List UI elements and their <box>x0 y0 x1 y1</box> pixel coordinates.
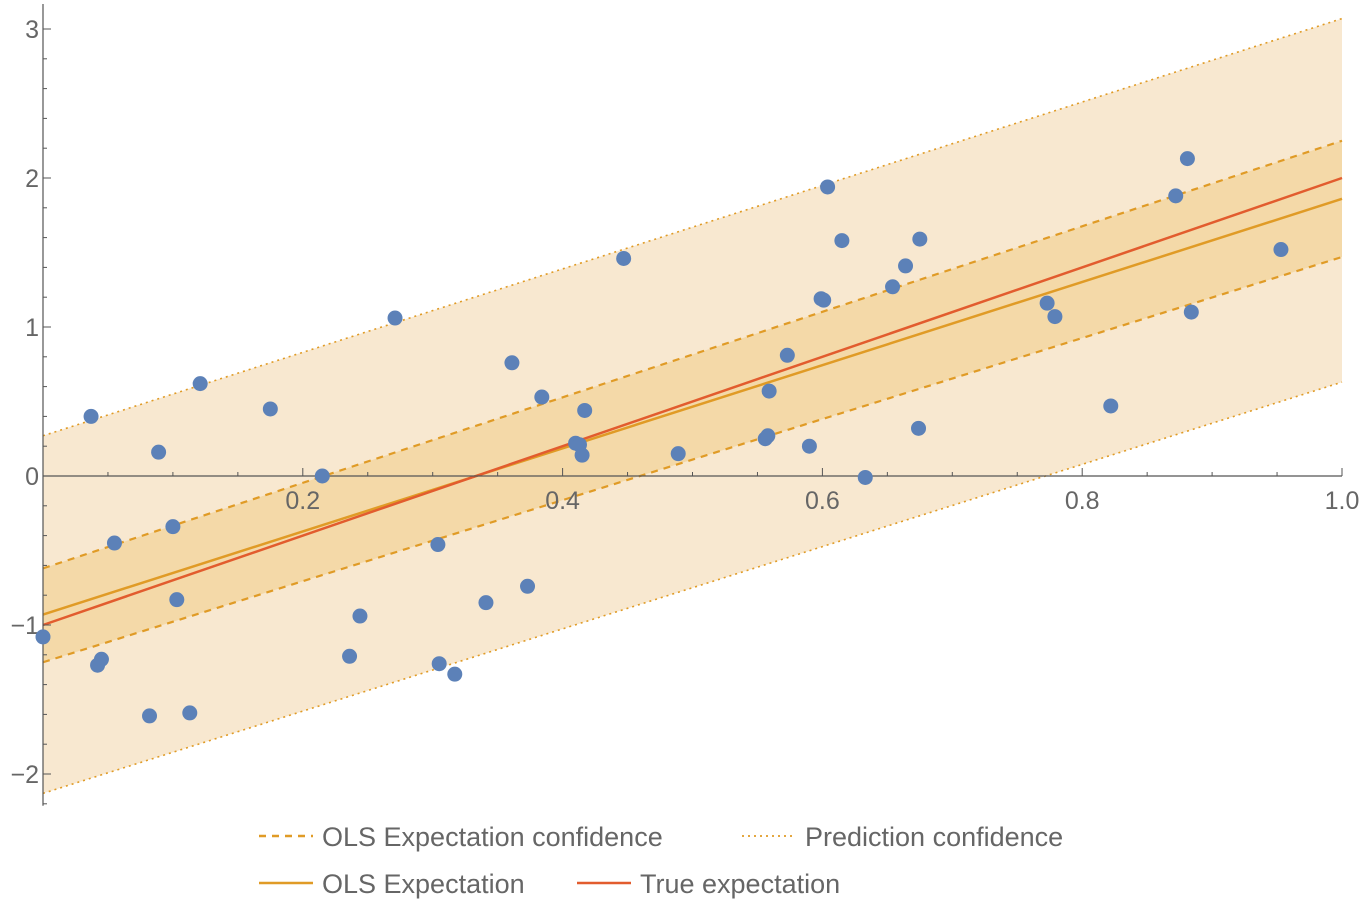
data-point <box>352 608 368 624</box>
ols-expectation-line <box>42 197 1343 616</box>
data-point <box>169 592 185 608</box>
data-point <box>182 705 198 721</box>
data-point <box>534 389 550 405</box>
data-points <box>35 151 1289 724</box>
true-expectation-line <box>42 176 1343 627</box>
data-point <box>1179 151 1195 167</box>
data-point <box>387 310 403 326</box>
data-point <box>447 666 463 682</box>
data-point <box>520 578 536 594</box>
data-point <box>616 250 632 266</box>
data-point <box>911 420 927 436</box>
data-point <box>1103 398 1119 414</box>
data-point <box>192 376 208 392</box>
y-tick-label: −1 <box>10 612 39 640</box>
data-point <box>106 535 122 551</box>
y-tick-label: 2 <box>25 165 39 193</box>
x-tick-label: 0.8 <box>1065 487 1100 515</box>
axes: 0.2 0.4 0.6 0.8 1.0 −2 −1 0 1 2 3 <box>10 4 1359 806</box>
y-tick-label: −2 <box>10 761 39 789</box>
data-point <box>1183 304 1199 320</box>
x-tick-label: 1.0 <box>1325 487 1360 515</box>
data-point <box>1047 309 1063 325</box>
data-point <box>262 401 278 417</box>
regression-lines <box>42 17 1343 795</box>
confidence-lower-line <box>42 255 1343 664</box>
data-point <box>760 428 776 444</box>
data-point <box>898 258 914 274</box>
data-point <box>857 469 873 485</box>
data-point <box>820 179 836 195</box>
data-point <box>83 408 99 424</box>
confidence-upper-line <box>42 139 1343 570</box>
data-point <box>431 656 447 672</box>
data-point <box>670 446 686 462</box>
legend-label: OLS Expectation confidence <box>322 822 663 852</box>
data-point <box>93 651 109 667</box>
data-point <box>430 537 446 553</box>
data-point <box>761 383 777 399</box>
data-point <box>342 648 358 664</box>
data-point <box>1039 295 1055 311</box>
data-point <box>504 355 520 371</box>
x-tick-label: 0.6 <box>805 487 840 515</box>
legend: OLS Expectation confidence Prediction con… <box>259 822 1063 899</box>
data-point <box>577 402 593 418</box>
data-point <box>816 292 832 308</box>
data-point <box>912 231 928 247</box>
data-point <box>834 233 850 249</box>
data-point <box>574 447 590 463</box>
legend-label: True expectation <box>640 869 840 899</box>
legend-label: OLS Expectation <box>322 869 525 899</box>
data-point <box>314 468 330 484</box>
x-tick-label: 0.2 <box>285 487 320 515</box>
data-point <box>478 595 494 611</box>
data-point <box>1168 188 1184 204</box>
data-point <box>801 438 817 454</box>
y-tick-label: 1 <box>25 314 39 342</box>
data-point <box>885 279 901 295</box>
y-tick-label: 3 <box>25 16 39 44</box>
data-point <box>165 519 181 535</box>
data-point <box>1273 242 1289 258</box>
prediction-lower-line <box>42 381 1343 795</box>
x-tick-label: 0.4 <box>545 487 580 515</box>
data-point <box>151 444 167 460</box>
data-point <box>779 347 795 363</box>
legend-label: Prediction confidence <box>805 822 1063 852</box>
data-point <box>142 708 158 724</box>
y-tick-label: 0 <box>25 463 39 491</box>
data-point <box>35 629 51 645</box>
